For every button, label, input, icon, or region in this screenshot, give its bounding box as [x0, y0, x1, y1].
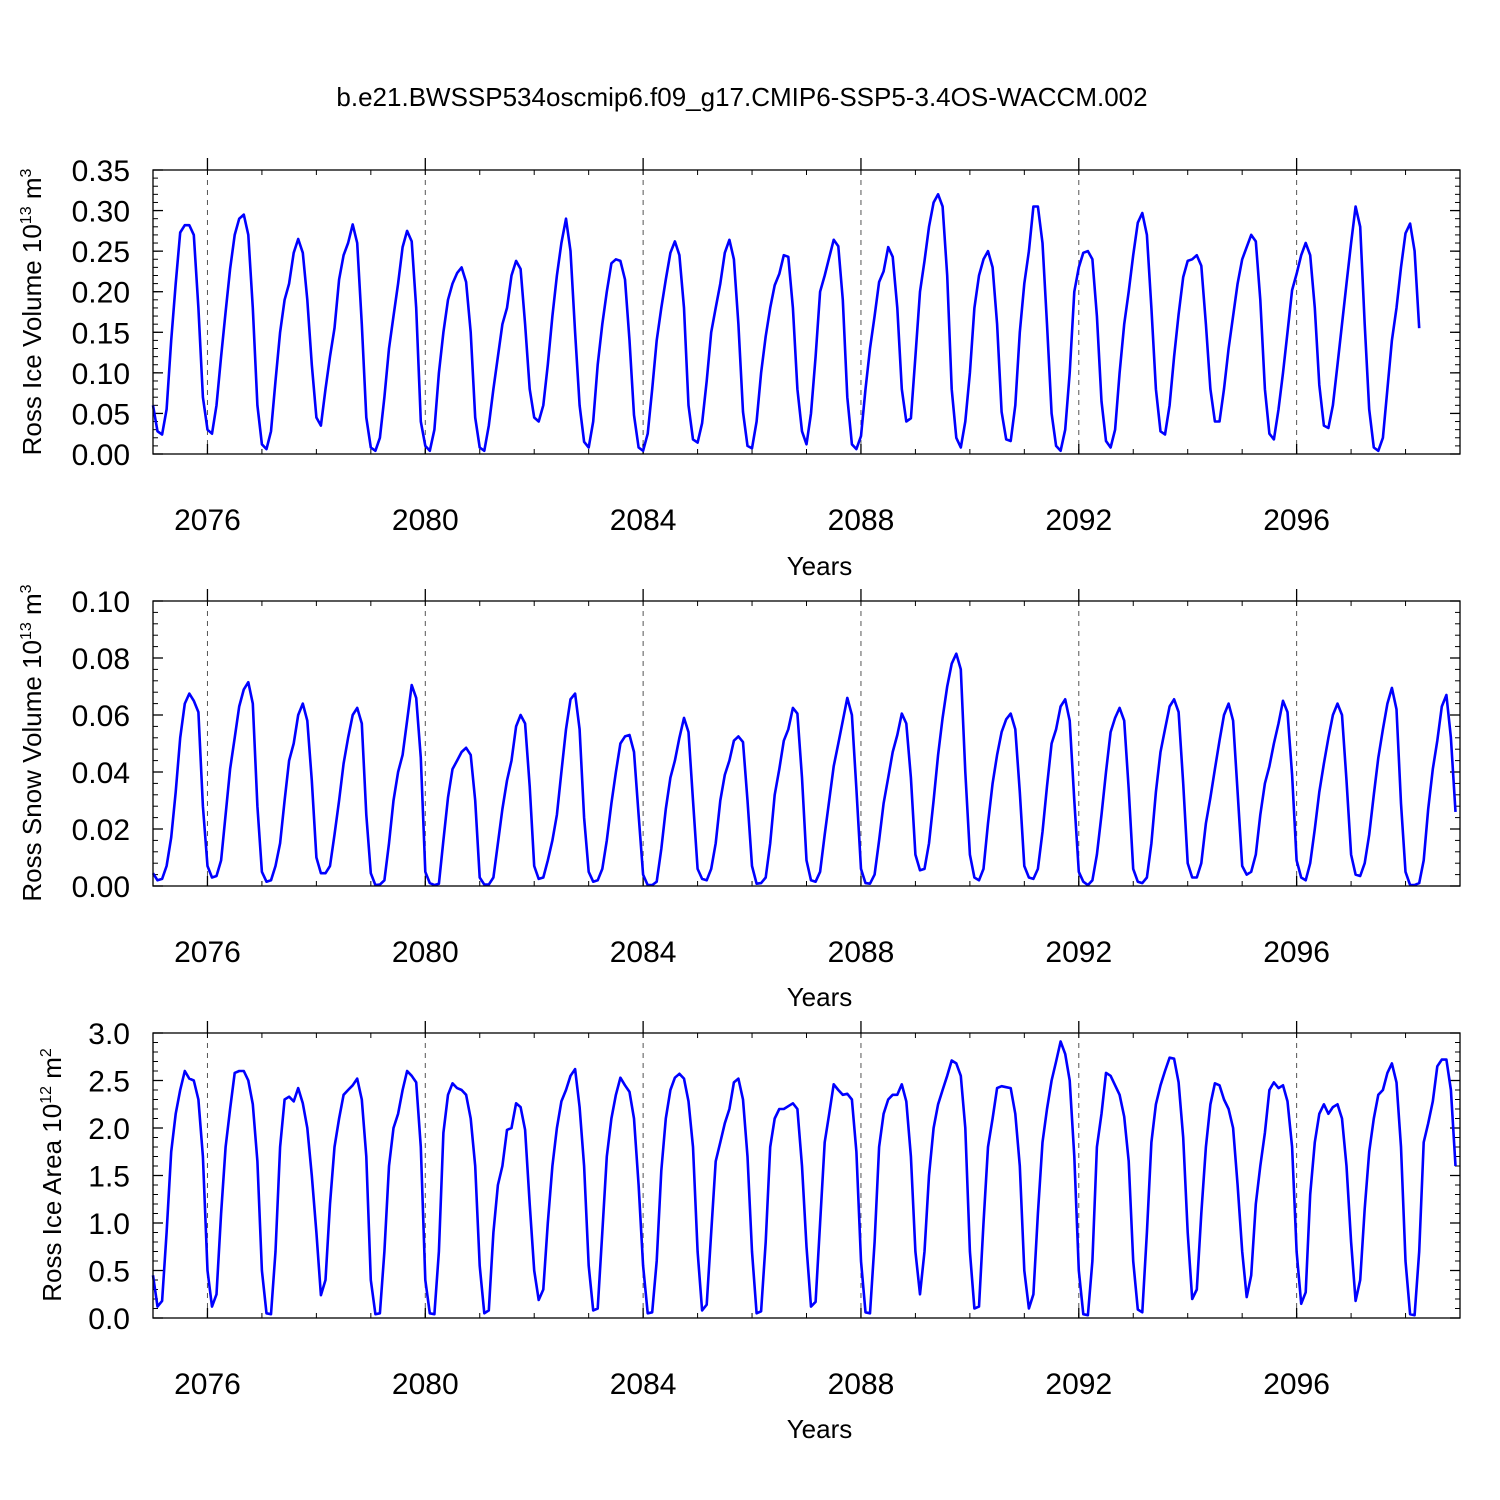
y-axis-label: Ross Ice Volume 1013 m3 — [17, 168, 47, 455]
y-tick-label: 0.08 — [72, 643, 130, 676]
y-tick-label: 0.02 — [72, 814, 130, 847]
x-tick-label: 2076 — [174, 1368, 241, 1401]
x-tick-label: 2096 — [1263, 1368, 1330, 1401]
y-tick-label: 0.06 — [72, 700, 130, 733]
x-tick-label: 2084 — [610, 1368, 677, 1401]
y-tick-label: 0.05 — [72, 398, 130, 431]
y-axis-label: Ross Ice Area 1012 m2 — [37, 1048, 67, 1302]
x-tick-label: 2080 — [392, 936, 459, 969]
x-axis-label: Years — [787, 982, 853, 1012]
y-axis-label: Ross Snow Volume 1013 m3 — [17, 584, 47, 901]
panel-2: 0.00 0.02 0.04 0.06 0.08 0.10 2076 2080 2084 2088… — [17, 584, 1461, 1012]
y-tick-label: 0.30 — [72, 196, 130, 229]
y-tick-label: 0.00 — [72, 871, 130, 904]
y-tick-label: 1.5 — [88, 1161, 130, 1194]
x-tick-label: 2092 — [1045, 1368, 1112, 1401]
x-tick-label: 2096 — [1263, 504, 1330, 537]
y-tick-label: 0.0 — [88, 1303, 130, 1336]
y-tick-label: 2.5 — [88, 1066, 130, 1099]
y-tick-label: 0.15 — [72, 317, 130, 350]
panel-3: 0.0 0.5 1.0 1.5 2.0 2.5 3.0 2076 2080 2084 2088 209… — [37, 1018, 1461, 1444]
x-tick-label: 2076 — [174, 504, 241, 537]
series-line — [151, 193, 1421, 453]
x-tick-label: 2084 — [610, 504, 677, 537]
plot-frame — [152, 1032, 1461, 1319]
x-tick-label: 2096 — [1263, 936, 1330, 969]
x-axis-label: Years — [787, 551, 853, 581]
x-tick-label: 2076 — [174, 936, 241, 969]
x-tick-label: 2092 — [1045, 936, 1112, 969]
x-tick-label: 2088 — [828, 1368, 895, 1401]
x-tick-label: 2080 — [392, 504, 459, 537]
y-tick-label: 0.20 — [72, 277, 130, 310]
series-line — [151, 652, 1457, 887]
x-tick-label: 2080 — [392, 1368, 459, 1401]
y-tick-label: 0.04 — [72, 757, 130, 790]
y-tick-label: 1.0 — [88, 1208, 130, 1241]
y-tick-label: 3.0 — [88, 1018, 130, 1051]
series-line — [151, 1040, 1457, 1317]
x-tick-label: 2088 — [828, 936, 895, 969]
y-tick-label: 0.10 — [72, 358, 130, 391]
y-tick-label: 2.0 — [88, 1113, 130, 1146]
x-tick-label: 2088 — [828, 504, 895, 537]
plot-frame — [152, 600, 1461, 887]
x-axis-label: Years — [787, 1414, 853, 1444]
y-tick-label: 0.10 — [72, 586, 130, 619]
y-tick-label: 0.5 — [88, 1256, 130, 1289]
x-tick-label: 2084 — [610, 936, 677, 969]
panel-1: 0.00 0.05 0.10 0.15 0.20 0.25 0.30 0.35 2076 2080… — [17, 155, 1461, 581]
chart-title: b.e21.BWSSP534oscmip6.f09_g17.CMIP6-SSP5… — [336, 82, 1147, 112]
y-tick-label: 0.35 — [72, 155, 130, 188]
x-tick-label: 2092 — [1045, 504, 1112, 537]
y-tick-label: 0.00 — [72, 439, 130, 472]
y-tick-label: 0.25 — [72, 236, 130, 269]
plot-frame — [152, 169, 1461, 455]
